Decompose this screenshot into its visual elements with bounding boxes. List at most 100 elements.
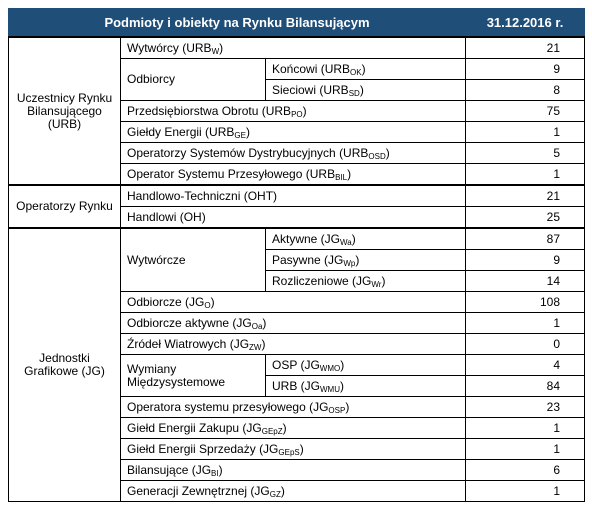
table-row: Źródeł Wiatrowych (JGZW) 0: [9, 333, 586, 355]
label-main: Aktywne (JG: [272, 231, 341, 246]
label-end: ): [385, 145, 390, 160]
label-main: Wytwórcze: [127, 252, 186, 267]
row-label: OSP (JGWMO): [264, 354, 467, 376]
label-main: Odbiorcze aktywne (JG: [127, 315, 252, 330]
label-sub: SD: [348, 88, 360, 98]
table-row: Giełd Energii Zakupu (JGGEpZ) 1: [9, 417, 586, 439]
row-value: 1: [465, 121, 586, 143]
row-value: 14: [465, 270, 586, 292]
row-label: Odbiorcze (JGO): [119, 291, 467, 313]
label-sub: Oa: [251, 321, 263, 331]
table-row: Przedsiębiorstwa Obrotu (URBPO) 75: [9, 100, 586, 122]
table: Podmioty i obiekty na Rynku Bilansującym…: [7, 8, 586, 502]
label-sub: WMU: [320, 384, 340, 394]
row-value: 1: [465, 438, 586, 460]
table-row: Operatorzy Systemów Dystrybucyjnych (URB…: [9, 142, 586, 164]
row-label: URB (JGWMU): [264, 375, 467, 397]
row-value: 4: [465, 354, 586, 376]
subgroup-label: Wytwórcze: [120, 227, 266, 292]
label-main: Giełd Energii Zakupu (JG: [127, 420, 262, 435]
label-end: ): [359, 82, 364, 97]
group-label: Jednostki Grafikowe (JG): [8, 227, 121, 502]
row-label: Bilansujące (JGBI): [119, 459, 467, 481]
label-sub: WMO: [319, 363, 341, 373]
label-end: ): [340, 357, 345, 372]
header-row: Podmioty i obiekty na Rynku Bilansującym…: [7, 8, 586, 38]
row-label: Pasywne (JGWp): [264, 249, 467, 271]
label-main: Giełd Energii Sprzedaży (JG: [127, 441, 279, 456]
label-sub: PO: [291, 109, 303, 119]
label-end: ): [347, 166, 352, 181]
label-main: Przedsiębiorstwa Obrotu (URB: [127, 103, 292, 118]
label-end: ): [299, 441, 304, 456]
row-label: Aktywne (JGWa): [264, 227, 467, 250]
label-main: Wymiany Międzysystemowe: [127, 361, 226, 389]
row-label: Sieciowi (URBSD): [264, 79, 467, 101]
row-value: 108: [465, 291, 586, 313]
group-label: Uczestnicy Rynku Bilansującego (URB): [8, 36, 121, 186]
group-label: Operatorzy Rynku: [8, 184, 121, 229]
row-label: Generacji Zewnętrznej (JGGZ): [119, 480, 467, 502]
label-main: Handlowo-Techniczni (OHT): [127, 188, 278, 203]
table-row: Operatorzy Rynku Handlowo-Techniczni (OHT…: [8, 184, 586, 229]
label-main: Operatorzy Systemów Dystrybucyjnych (URB: [127, 145, 369, 160]
table-row: Jednostki Grafikowe (JG) Wytwórcze Aktywne…: [8, 227, 586, 502]
label-end: ): [340, 378, 344, 393]
row-label: Handlowi (OH): [119, 206, 467, 229]
label-end: ): [218, 462, 223, 477]
table-row: Pasywne (JGWp) 9: [9, 249, 586, 271]
row-value: 25: [465, 206, 586, 229]
label-sub: Wr: [371, 279, 382, 289]
label-main: Operatora systemu przesyłowego (JG: [127, 399, 329, 414]
label-main: Pasywne (JG: [272, 252, 344, 267]
row-value: 75: [465, 100, 586, 122]
label-main: Handlowi (OH): [127, 209, 206, 224]
label-sub: GEpS: [278, 447, 300, 457]
table-row: Giełdy Energii (URBGE) 1: [9, 121, 586, 143]
label-sub: O: [204, 300, 211, 310]
row-value: 23: [465, 396, 586, 418]
table-row: Generacji Zewnętrznej (JGGZ) 1: [9, 480, 586, 502]
table-row: Uczestnicy Rynku Bilansującego (URB) Wytw…: [8, 36, 586, 186]
row-value: 84: [465, 375, 586, 397]
subgroup-label: Odbiorcy: [120, 58, 266, 101]
label-main: Źródeł Wiatrowych (JG: [127, 336, 250, 351]
label-main: Bilansujące (JG: [127, 462, 212, 477]
row-label: Operatorzy Systemów Dystrybucyjnych (URB…: [119, 142, 467, 164]
label-sub: OK: [350, 67, 362, 77]
label-end: ): [361, 61, 366, 76]
label-main: URB (JG: [272, 378, 320, 393]
row-value: 9: [465, 58, 586, 80]
label-end: ): [345, 399, 350, 414]
label-sub: BIL: [335, 172, 348, 182]
label-end: ): [282, 420, 287, 435]
label-sub: OSP: [328, 405, 346, 415]
row-label: Operator Systemu Przesyłowego (URBBIL): [119, 163, 467, 186]
row-value: 0: [465, 333, 586, 355]
row-value: 21: [465, 184, 586, 207]
label-end: ): [381, 273, 386, 288]
row-label: Źródeł Wiatrowych (JGZW): [119, 333, 467, 355]
label-main: Rozliczeniowe (JG: [272, 273, 372, 288]
row-value: 21: [465, 36, 586, 59]
label-sub: GE: [234, 130, 246, 140]
table-row: Sieciowi (URBSD) 8: [9, 79, 586, 101]
label-main: Końcowi (URB: [272, 61, 351, 76]
label-end: ): [302, 103, 307, 118]
row-label: Giełdy Energii (URBGE): [119, 121, 467, 143]
label-main: Operator Systemu Przesyłowego (URB: [127, 166, 336, 181]
row-label: Operatora systemu przesyłowego (JGOSP): [119, 396, 467, 418]
row-label: Wytwórcy (URBW): [119, 36, 467, 59]
label-main: Odbiorcy: [127, 72, 176, 86]
row-label: Przedsiębiorstwa Obrotu (URBPO): [119, 100, 467, 122]
label-main: Sieciowi (URB: [272, 82, 349, 97]
row-label: Giełd Energii Sprzedaży (JGGEpS): [119, 438, 467, 460]
row-value: 1: [465, 312, 586, 334]
label-main: Giełdy Energii (URB: [127, 124, 235, 139]
label-sub: BI: [211, 468, 219, 478]
row-label: Handlowo-Techniczni (OHT): [119, 184, 467, 207]
row-value: 1: [465, 163, 586, 186]
label-end: ): [280, 483, 285, 498]
label-sub: ZW: [249, 342, 262, 352]
